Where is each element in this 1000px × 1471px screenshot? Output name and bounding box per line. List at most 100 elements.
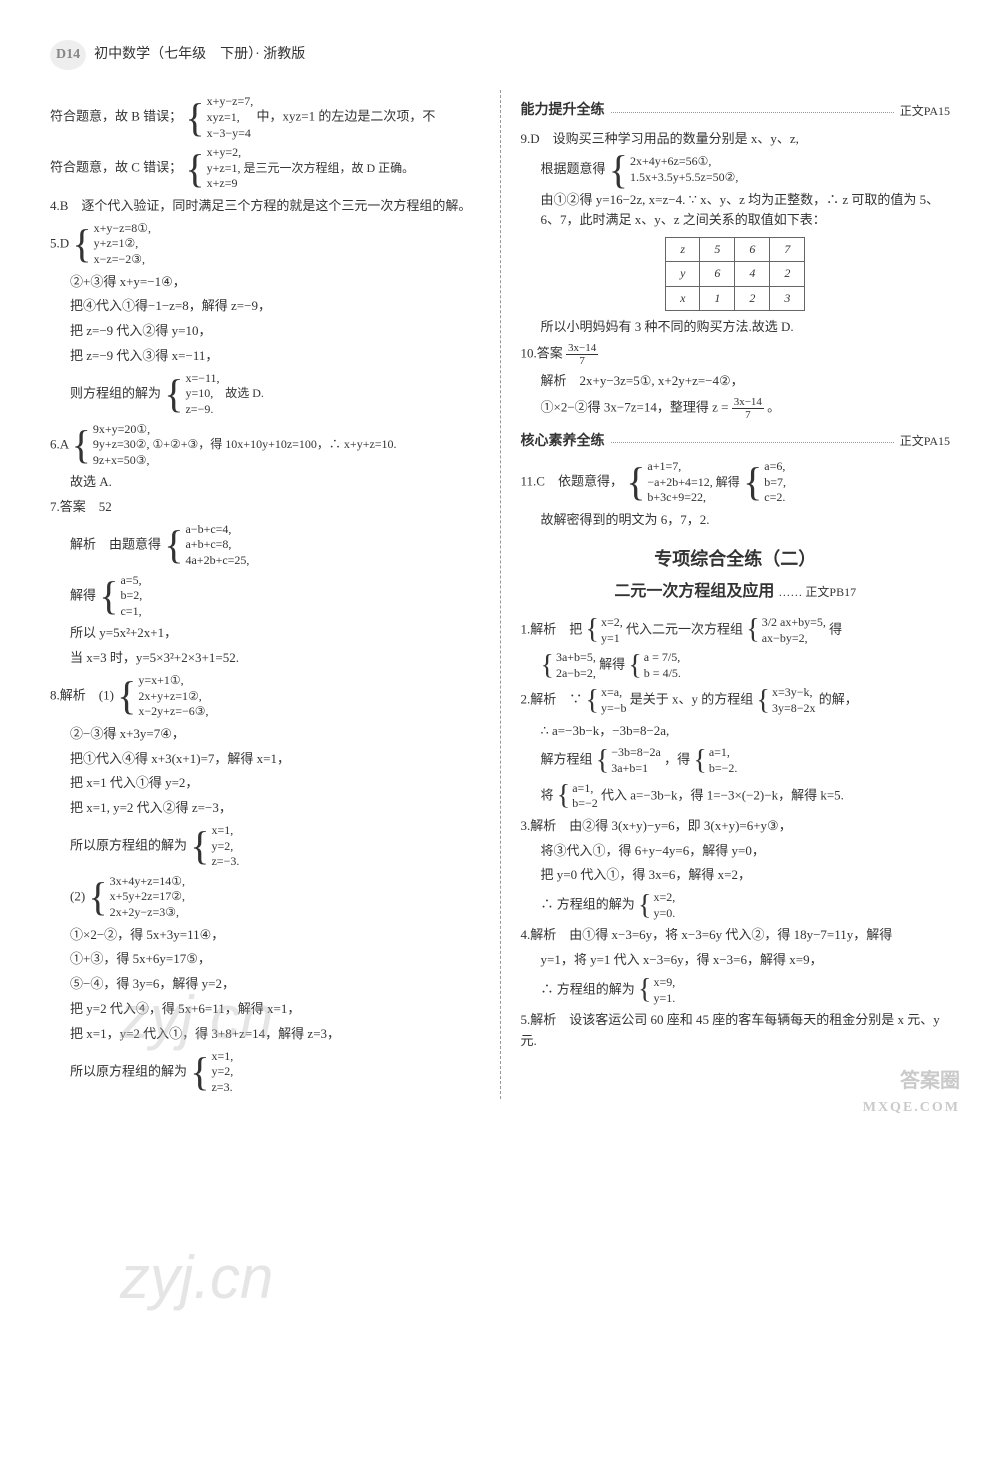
page-header: D14 初中数学（七年级 下册）· 浙教版	[50, 40, 950, 70]
footer-text: 答案圈	[863, 1065, 960, 1097]
book-title: 初中数学（七年级 下册）· 浙教版	[94, 44, 305, 66]
fraction: 3x−14 7	[732, 396, 764, 421]
equation: c=1,	[120, 604, 142, 620]
step: 将	[541, 787, 554, 802]
equation: x=a,	[601, 685, 627, 701]
table-cell: 5	[700, 238, 735, 262]
section-title-text: 能力提升全练	[521, 100, 605, 122]
answer-7: 7.答案 52	[50, 497, 480, 518]
step: 把 z=−9 代入②得 y=10，	[70, 321, 480, 342]
step: 解析 2x+y−3z=5①, x+2y+z=−4②，	[541, 371, 951, 392]
equation: 9x+y=20①,	[93, 422, 397, 438]
equation: a=5,	[120, 573, 142, 589]
equation: x+y−z=7,	[207, 94, 254, 110]
equation: ax−by=2,	[762, 631, 826, 647]
equation: 1.5x+3.5y+5.5z=50②,	[630, 170, 738, 186]
equation: y+z=1②,	[94, 236, 151, 252]
table-cell: 6	[735, 238, 770, 262]
section-ref: 正文PA15	[900, 432, 950, 451]
step: 故选 A.	[70, 472, 480, 493]
equation: x+5y+2z=17②,	[110, 889, 185, 905]
numerator: 3x−14	[566, 342, 598, 355]
equation: x−2y+z=−6③,	[138, 704, 208, 720]
equation: b=−2	[572, 796, 598, 812]
equation: b+3c+9=22,	[647, 490, 739, 506]
text: 符合题意，故 C 错误；	[50, 160, 182, 175]
step: 由①②得 y=16−2z, x=z−4. ∵ x、y、z 均为正整数，∴ z 可…	[541, 190, 951, 232]
right-column: 能力提升全练 正文PA15 9.D 设购买三种学习用品的数量分别是 x、y、z,…	[500, 90, 951, 1099]
equation: x=2,	[653, 890, 675, 906]
step: ①+③，得 5x+6y=17⑤，	[70, 949, 480, 970]
equation: a+b+c=8,	[185, 537, 249, 553]
step: 故解密得到的明文为 6，7，2.	[541, 510, 951, 531]
equation: 2x+4y+6z=56①,	[630, 154, 738, 170]
equation: y=1	[601, 631, 623, 647]
equation: y+z=1, 是三元一次方程组，故 D 正确。	[207, 161, 415, 177]
table-cell: z	[666, 238, 700, 262]
step: 把 z=−9 代入③得 x=−11，	[70, 346, 480, 367]
equation: z=−9.	[185, 402, 263, 418]
text: 代入 a=−3b−k，得 1=−3×(−2)−k，解得 k=5.	[601, 787, 844, 802]
step: 解得	[70, 587, 96, 602]
step: ①×2−②，得 5x+3y=11④，	[70, 925, 480, 946]
step: ∴ 方程组的解为	[541, 897, 635, 912]
equation: 3y=8−2x	[772, 701, 816, 717]
equation: x+y−z=8①,	[94, 221, 151, 237]
equation: 3a+b=1	[611, 761, 661, 777]
table-cell: 2	[735, 286, 770, 310]
section-title-text: 核心素养全练	[521, 431, 605, 453]
problem-4: 4.解析 由①得 x−3=6y，将 x−3=6y 代入②，得 18y−7=11y…	[521, 925, 951, 946]
step: 当 x=3 时，y=5×3²+2×3+1=52.	[70, 648, 480, 669]
step: y=1，将 y=1 代入 x−3=6y，得 x−3=6，解得 x=9，	[541, 950, 951, 971]
equation: x=2,	[601, 615, 623, 631]
equation: 2x+2y−z=3③,	[110, 905, 185, 921]
equation: x−z=−2③,	[94, 252, 151, 268]
equation: 3x+4y+z=14①,	[110, 874, 185, 890]
step: ⑤−④，得 3y=6，解得 y=2，	[70, 974, 480, 995]
equation: 3/2 ax+by=5,	[762, 615, 826, 631]
equation: a−b+c=4,	[185, 522, 249, 538]
equation: a=1,	[572, 781, 598, 797]
section-heading: 核心素养全练 正文PA15	[521, 431, 951, 453]
equation: b=7,	[764, 475, 786, 491]
equation: −a+2b+4=12, 解得	[647, 475, 739, 491]
equation: x=1,	[211, 823, 239, 839]
step: 把④代入①得−1−z=8，解得 z=−9，	[70, 296, 480, 317]
equation: x−3−y=4	[207, 126, 254, 142]
equation: 4a+2b+c=25,	[185, 553, 249, 569]
table-cell: x	[666, 286, 700, 310]
table-cell: 1	[700, 286, 735, 310]
equation: y=1.	[653, 991, 675, 1007]
text: 符合题意，故 B 错误；	[50, 109, 182, 124]
text: 中，xyz=1 的左边是二次项，不	[257, 109, 436, 124]
answer-8: 8.解析 (1)	[50, 687, 114, 702]
equation: a=1,	[709, 745, 738, 761]
solution-table: z 5 6 7 y 6 4 2 x 1 2 3	[665, 237, 805, 311]
step: ②+③得 x+y=−1④，	[70, 272, 480, 293]
equation: a+1=7,	[647, 459, 739, 475]
step: 将③代入①，得 6+y−4y=6，解得 y=0，	[541, 841, 951, 862]
equation: x=−11,	[185, 371, 263, 387]
problem-5: 5.解析 设该客运公司 60 座和 45 座的客车每辆每天的租金分别是 x 元、…	[521, 1010, 951, 1052]
table-cell: y	[666, 262, 700, 286]
answer-4: 4.B 逐个代入验证，同时满足三个方程的就是这个三元一次方程组的解。	[50, 196, 480, 217]
chapter-subtitle: 二元一次方程组及应用 …… 正文PB17	[521, 579, 951, 605]
equation: 3a+b=5,	[556, 650, 596, 666]
step: 把①代入④得 x+3(x+1)=7，解得 x=1，	[70, 749, 480, 770]
chapter-title: 专项综合全练（二）	[521, 545, 951, 574]
equation: y=2,	[211, 1064, 233, 1080]
answer-6: 6.A	[50, 436, 68, 451]
equation: 2a−b=2,	[556, 666, 596, 682]
step: ①×2−②得 3x−7z=14，整理得 z =	[541, 399, 729, 414]
equation: a=6,	[764, 459, 786, 475]
problem-3: 3.解析 由②得 3(x+y)−y=6，即 3(x+y)=6+y③，	[521, 816, 951, 837]
equation: 9y+z=30②, ①+②+③，得 10x+10y+10z=100，∴ x+y+…	[93, 437, 397, 453]
section-ref: 正文PA15	[900, 102, 950, 121]
step: (2)	[70, 888, 85, 903]
step: 解析 由题意得	[70, 536, 161, 551]
equation: b = 4/5.	[644, 666, 681, 682]
text: 的解，	[819, 692, 858, 707]
step: ∴ a=−3b−k，−3b=8−2a,	[541, 721, 951, 742]
equation: x=9,	[653, 975, 675, 991]
equation: z=3.	[211, 1080, 233, 1096]
